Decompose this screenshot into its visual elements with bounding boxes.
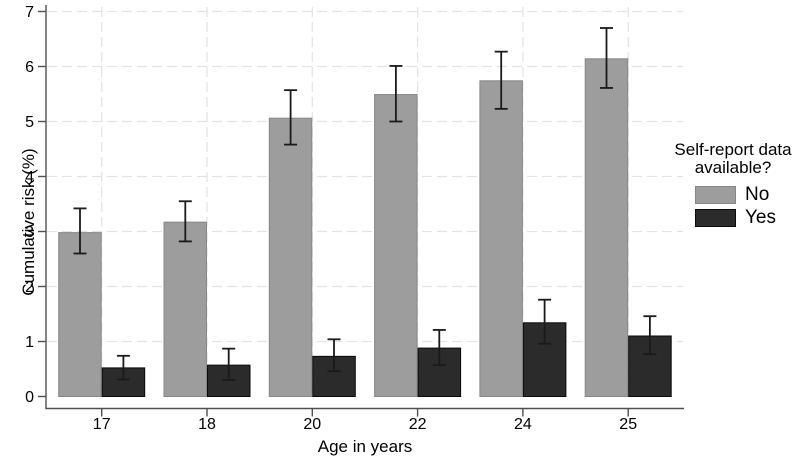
bar-no-age-17 bbox=[58, 232, 102, 397]
x-tick-label: 22 bbox=[409, 416, 427, 433]
legend-label-no: No bbox=[745, 184, 770, 206]
x-tick-label: 25 bbox=[619, 416, 637, 433]
y-tick-label: 6 bbox=[25, 59, 34, 76]
x-tick-label: 24 bbox=[514, 416, 532, 433]
legend-swatch-no bbox=[695, 185, 736, 204]
x-axis-title: Age in years bbox=[317, 437, 413, 456]
x-tick-label: 17 bbox=[93, 416, 111, 433]
legend: Self-report data available? No Yes bbox=[670, 141, 796, 231]
bar-no-age-22 bbox=[374, 94, 418, 398]
y-tick-label: 1 bbox=[25, 334, 34, 351]
y-tick-label: 7 bbox=[25, 4, 34, 21]
bar-yes-age-24 bbox=[522, 322, 567, 397]
y-tick-label: 3 bbox=[25, 224, 34, 241]
x-tick-label: 18 bbox=[198, 416, 216, 433]
bar-no-age-18 bbox=[163, 221, 207, 397]
bar-no-age-25 bbox=[584, 58, 629, 398]
legend-swatch-yes bbox=[695, 208, 736, 227]
y-tick-label: 5 bbox=[25, 114, 34, 131]
x-tick-label: 20 bbox=[303, 416, 321, 433]
legend-title: Self-report data available? bbox=[674, 140, 792, 177]
legend-label-yes: Yes bbox=[745, 207, 776, 229]
bar-no-age-24 bbox=[479, 80, 523, 398]
y-tick-label: 2 bbox=[25, 279, 34, 296]
legend-item-yes: Yes bbox=[670, 208, 796, 227]
y-axis-title: Cumulative risk (%) bbox=[19, 148, 38, 296]
y-tick-label: 0 bbox=[25, 389, 34, 406]
legend-item-no: No bbox=[670, 185, 796, 204]
y-tick-label: 4 bbox=[25, 169, 34, 186]
bar-no-age-20 bbox=[268, 117, 313, 397]
